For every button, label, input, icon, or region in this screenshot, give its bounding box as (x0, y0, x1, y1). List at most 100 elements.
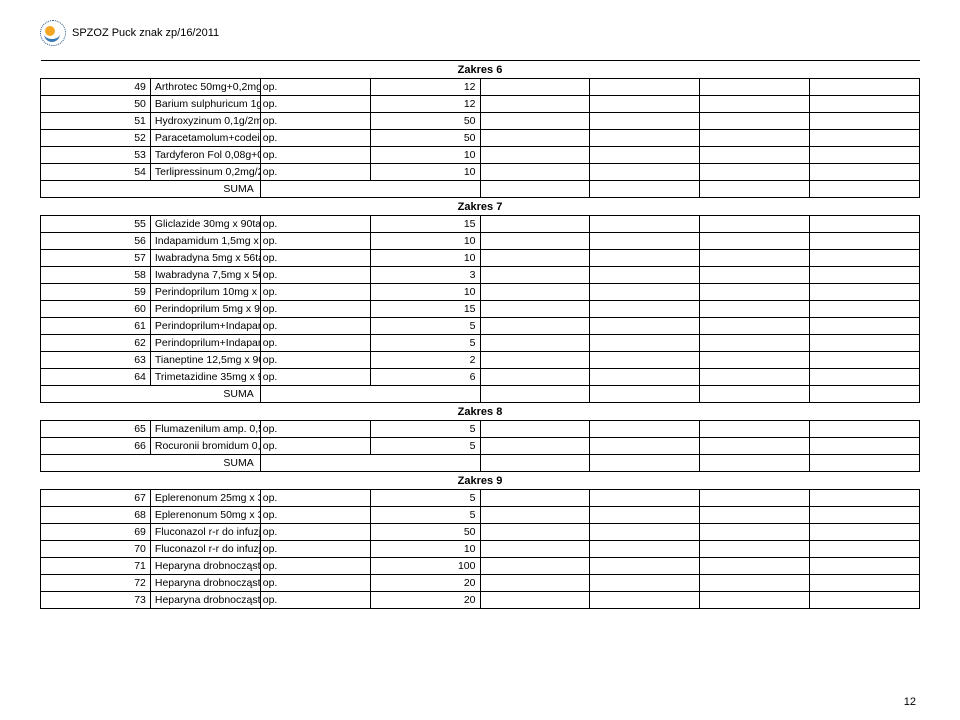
blank-cell (480, 130, 590, 147)
blank-cell (810, 438, 920, 455)
table-row: 50Barium sulphuricum 1g/ml a 200mlop.12 (41, 96, 920, 113)
blank-cell (810, 455, 920, 472)
row-number: 51 (41, 113, 151, 130)
table-row: 65Flumazenilum amp. 0,5mg/5ml x 5amp.op.… (41, 421, 920, 438)
row-description: Perindoprilum+Indapamidum 5mg/1,25mg x 9… (150, 335, 260, 352)
blank-cell (700, 490, 810, 507)
table-row: 70Fluconazol r-r do infuzji 2mg/1ml a 50… (41, 541, 920, 558)
blank-cell (810, 301, 920, 318)
blank-cell (590, 181, 700, 198)
blank-cell (480, 386, 590, 403)
blank-cell (700, 147, 810, 164)
table-row: 64Trimetazidine 35mg x 90tabl.op.6 (41, 369, 920, 386)
blank-cell (480, 113, 590, 130)
row-description: Barium sulphuricum 1g/ml a 200ml (150, 96, 260, 113)
row-description: Trimetazidine 35mg x 90tabl. (150, 369, 260, 386)
row-number: 50 (41, 96, 151, 113)
row-unit: op. (260, 558, 370, 575)
row-unit: op. (260, 147, 370, 164)
row-description: Hydroxyzinum 0,1g/2ml amp. x 5 (150, 113, 260, 130)
blank-cell (810, 130, 920, 147)
blank-cell (700, 352, 810, 369)
blank-cell (700, 455, 810, 472)
blank-cell (700, 541, 810, 558)
row-quantity: 10 (370, 164, 480, 181)
blank-cell (810, 164, 920, 181)
row-number: 54 (41, 164, 151, 181)
blank-cell (810, 490, 920, 507)
row-description: Flumazenilum amp. 0,5mg/5ml x 5amp. (150, 421, 260, 438)
blank-cell (480, 592, 590, 609)
row-unit: op. (260, 216, 370, 233)
row-number: 56 (41, 233, 151, 250)
table-row: 49Arthrotec 50mg+0,2mg tabl. x 20op.12 (41, 79, 920, 96)
blank-cell (590, 455, 700, 472)
section-title: Zakres 8 (41, 403, 920, 421)
row-description: Iwabradyna 7,5mg x 56tabl. (150, 267, 260, 284)
section-title: Zakres 9 (41, 472, 920, 490)
row-quantity: 50 (370, 113, 480, 130)
data-table: Zakres 649Arthrotec 50mg+0,2mg tabl. x 2… (40, 60, 920, 609)
row-quantity: 10 (370, 233, 480, 250)
blank-cell (700, 96, 810, 113)
blank-cell (370, 455, 480, 472)
row-number: 60 (41, 301, 151, 318)
blank-cell (700, 284, 810, 301)
row-unit: op. (260, 267, 370, 284)
row-description: Indapamidum 1,5mg x 90tabl. (150, 233, 260, 250)
row-unit: op. (260, 438, 370, 455)
row-unit: op. (260, 592, 370, 609)
blank-cell (480, 369, 590, 386)
blank-cell (590, 558, 700, 575)
blank-cell (590, 164, 700, 181)
logo (40, 20, 66, 46)
blank-cell (700, 335, 810, 352)
table-row: 53Tardyferon Fol 0,08g+0,35mg tabl. x 30… (41, 147, 920, 164)
row-unit: op. (260, 352, 370, 369)
row-description: Heparyna drobnocząstecz.7500j.m/0,3ml.x … (150, 592, 260, 609)
blank-cell (810, 335, 920, 352)
blank-cell (700, 79, 810, 96)
blank-cell (590, 592, 700, 609)
blank-cell (590, 318, 700, 335)
row-quantity: 20 (370, 575, 480, 592)
row-number: 65 (41, 421, 151, 438)
suma-label: SUMA (41, 181, 261, 198)
blank-cell (810, 96, 920, 113)
blank-cell (700, 181, 810, 198)
blank-cell (590, 335, 700, 352)
row-number: 59 (41, 284, 151, 301)
row-unit: op. (260, 335, 370, 352)
row-quantity: 10 (370, 541, 480, 558)
row-quantity: 5 (370, 438, 480, 455)
table-row: 61Perindoprilum+Indapamidum 2,5mg/0,625m… (41, 318, 920, 335)
blank-cell (700, 267, 810, 284)
row-unit: op. (260, 113, 370, 130)
suma-row: SUMA (41, 455, 920, 472)
blank-cell (480, 507, 590, 524)
row-description: Eplerenonum 50mg x 30tabl. (150, 507, 260, 524)
blank-cell (700, 524, 810, 541)
blank-cell (810, 352, 920, 369)
row-number: 72 (41, 575, 151, 592)
row-description: Fluconazol r-r do infuzji 2mg/1ml a 100m… (150, 524, 260, 541)
blank-cell (810, 147, 920, 164)
suma-label: SUMA (41, 455, 261, 472)
row-number: 69 (41, 524, 151, 541)
row-quantity: 10 (370, 250, 480, 267)
row-number: 53 (41, 147, 151, 164)
section-title-row: Zakres 9 (41, 472, 920, 490)
blank-cell (590, 267, 700, 284)
blank-cell (810, 524, 920, 541)
row-number: 55 (41, 216, 151, 233)
blank-cell (700, 558, 810, 575)
blank-cell (480, 164, 590, 181)
row-quantity: 5 (370, 318, 480, 335)
row-description: Perindoprilum 5mg x 90tabl. (150, 301, 260, 318)
blank-cell (260, 386, 370, 403)
blank-cell (480, 79, 590, 96)
row-number: 61 (41, 318, 151, 335)
row-unit: op. (260, 233, 370, 250)
blank-cell (260, 181, 370, 198)
table-row: 60Perindoprilum 5mg x 90tabl.op.15 (41, 301, 920, 318)
